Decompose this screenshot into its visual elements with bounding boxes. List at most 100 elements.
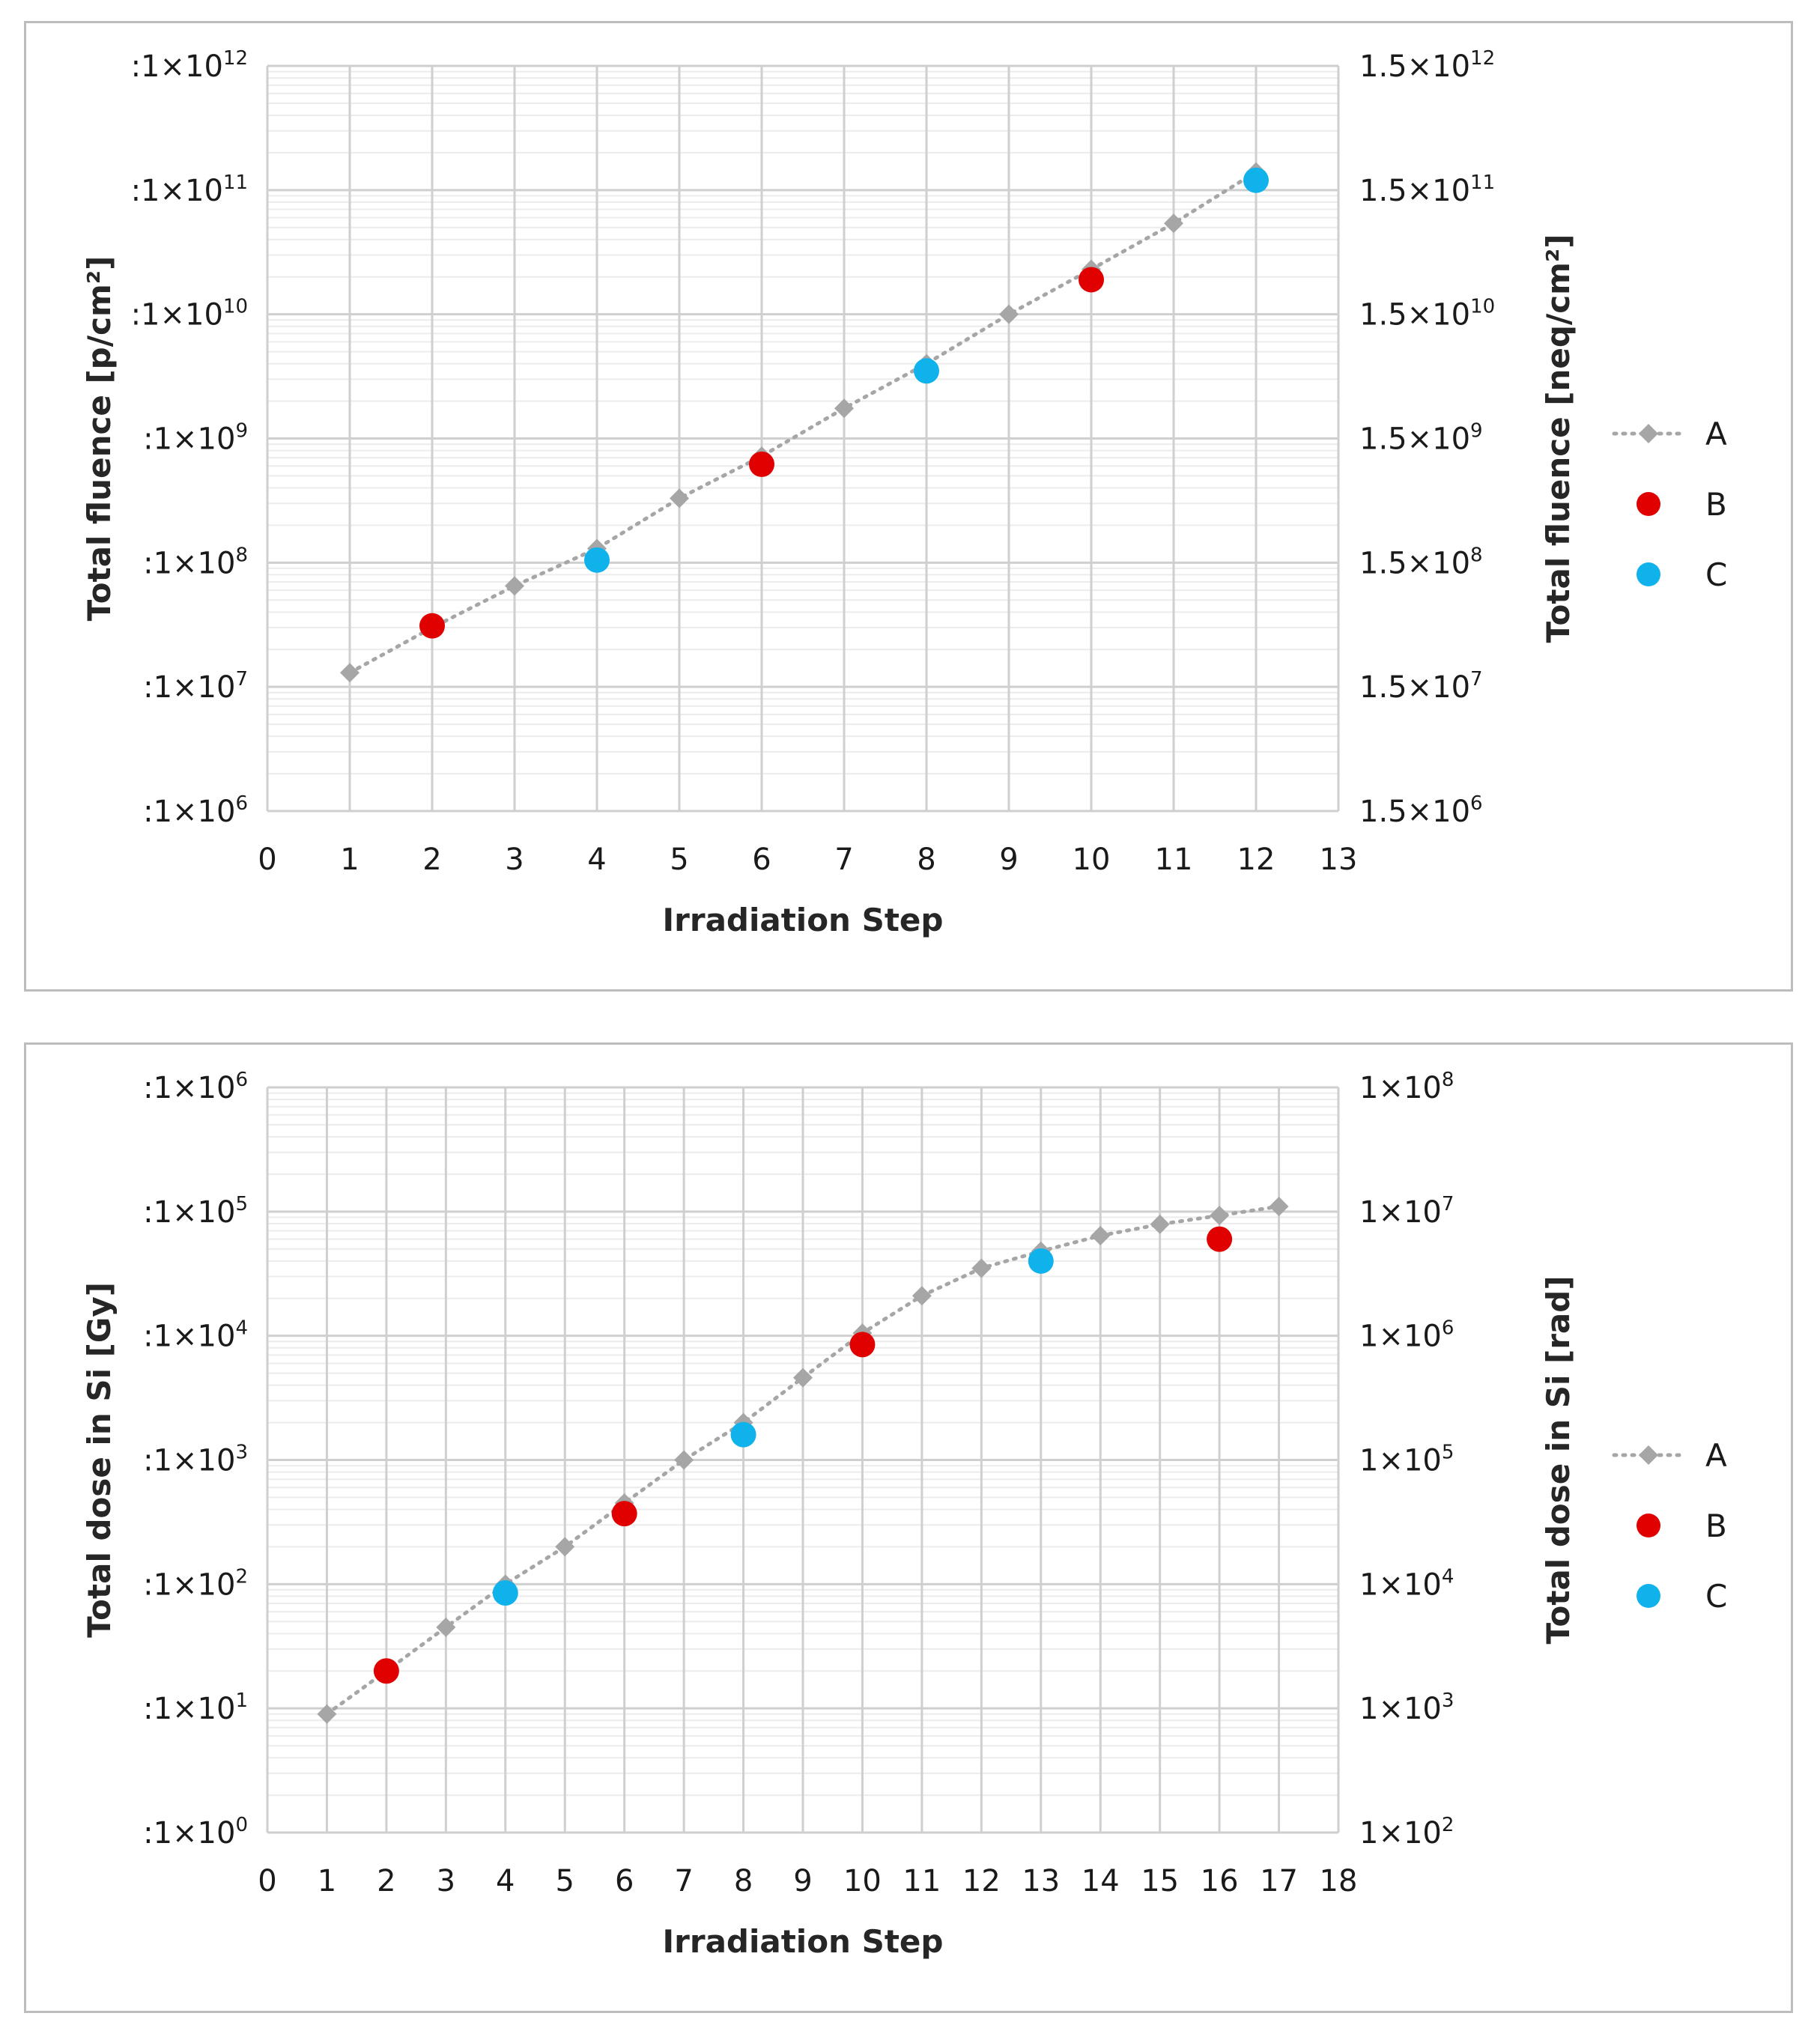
legend-c-marker xyxy=(1637,1584,1660,1608)
y-tick-base: 1.5×10 xyxy=(1359,298,1470,333)
x-tick-label: 12 xyxy=(1237,843,1275,877)
legend-label-b: B xyxy=(1705,1508,1727,1544)
y-tick-base: :1×10 xyxy=(143,1567,235,1602)
x-tick-label: 11 xyxy=(1155,843,1193,877)
series-a-point xyxy=(505,576,524,596)
x-tick-label: 2 xyxy=(422,843,441,877)
y-tick-label-left: :1×1011 xyxy=(131,171,248,208)
y-tick-exponent: 9 xyxy=(1470,420,1483,443)
legend-label-c: C xyxy=(1705,1578,1727,1615)
x-axis-title: Irradiation Step xyxy=(663,1923,944,1960)
y-tick-label-left: :1×1010 xyxy=(131,296,248,333)
series-c-point xyxy=(1028,1248,1054,1274)
series-b-point xyxy=(1079,267,1104,293)
minor-gridlines xyxy=(267,70,1338,775)
series-c-point xyxy=(492,1580,518,1606)
y-tick-label-left: :1×106 xyxy=(143,792,248,829)
legend-label-b: B xyxy=(1705,486,1727,523)
y-tick-base: 1.5×10 xyxy=(1359,422,1470,457)
legend-label-a: A xyxy=(1705,1437,1727,1474)
y-tick-exponent: 0 xyxy=(235,1814,248,1836)
y-tick-base: :1×10 xyxy=(143,1692,235,1726)
series-c-point xyxy=(730,1421,756,1448)
x-tick-label: 18 xyxy=(1320,1864,1358,1898)
y-tick-exponent: 6 xyxy=(1470,792,1483,815)
y-tick-base: 1×10 xyxy=(1359,1816,1442,1851)
series-a-point xyxy=(1150,1214,1170,1234)
y-axis-title-left: Total dose in Si [Gy] xyxy=(81,1282,118,1638)
y-tick-base: :1×10 xyxy=(143,1320,235,1354)
y-tick-exponent: 11 xyxy=(1470,171,1495,194)
series-b-point xyxy=(849,1332,876,1358)
y-tick-label-right: 1.5×109 xyxy=(1359,420,1483,457)
x-tick-label: 2 xyxy=(377,1864,395,1898)
series-a-point xyxy=(670,488,689,508)
y-tick-base: 1.5×10 xyxy=(1359,546,1470,580)
legend: ABC xyxy=(1612,1437,1727,1615)
y-tick-exponent: 5 xyxy=(235,1193,248,1215)
y-tick-base: :1×10 xyxy=(143,795,235,829)
y-tick-base: :1×10 xyxy=(143,670,235,705)
y-tick-exponent: 8 xyxy=(1470,544,1483,566)
y-tick-exponent: 5 xyxy=(1442,1442,1455,1464)
y-tick-exponent: 6 xyxy=(235,792,248,815)
y-tick-exponent: 4 xyxy=(235,1317,248,1340)
x-tick-label: 6 xyxy=(752,843,771,877)
y-tick-label-left: :1×108 xyxy=(143,544,248,580)
y-tick-exponent: 6 xyxy=(1442,1317,1455,1340)
series-c-point xyxy=(584,547,610,573)
y-tick-base: :1×10 xyxy=(131,174,223,208)
x-tick-label: 4 xyxy=(587,843,606,877)
y-tick-exponent: 3 xyxy=(235,1442,248,1464)
y-tick-exponent: 8 xyxy=(1442,1069,1455,1091)
y-tick-exponent: 9 xyxy=(235,420,248,443)
legend-b-marker xyxy=(1637,1514,1660,1537)
y-tick-base: 1×10 xyxy=(1359,1567,1442,1602)
series-a-point xyxy=(1091,1225,1111,1245)
y-tick-base: 1.5×10 xyxy=(1359,49,1470,84)
y-tick-exponent: 8 xyxy=(235,544,248,566)
y-tick-exponent: 2 xyxy=(1442,1814,1455,1836)
y-tick-base: 1×10 xyxy=(1359,1195,1442,1230)
y-tick-label-left: :1×104 xyxy=(143,1317,248,1354)
y-tick-base: 1×10 xyxy=(1359,1444,1442,1478)
x-axis-title: Irradiation Step xyxy=(663,902,944,938)
y-tick-label-left: :1×1012 xyxy=(131,47,248,84)
x-tick-label: 5 xyxy=(555,1864,574,1898)
fluence-chart: 0 1 2 3 4 5 6 7 8 9 10 11 12 13:1×1012:1×1011:1×1010:… xyxy=(81,47,1727,938)
major-gridlines xyxy=(266,64,1340,813)
y-tick-exponent: 7 xyxy=(1470,668,1483,690)
y-tick-base: 1.5×10 xyxy=(1359,795,1470,829)
y-tick-exponent: 1 xyxy=(235,1690,248,1712)
x-tick-label: 3 xyxy=(437,1864,455,1898)
y-tick-base: :1×10 xyxy=(131,49,223,84)
dose-chart-panel: 0 1 2 3 4 5 6 7 8 9 10 11 12 13 14 15 16 17 18:1×106:1×105… xyxy=(24,1042,1793,2013)
y-tick-label-left: :1×103 xyxy=(143,1442,248,1478)
y-tick-exponent: 7 xyxy=(235,668,248,690)
legend-a-marker xyxy=(1639,424,1658,443)
y-tick-label-right: 1.5×106 xyxy=(1359,792,1483,829)
y-tick-base: :1×10 xyxy=(143,546,235,580)
x-tick-label: 4 xyxy=(496,1864,515,1898)
x-tick-label: 12 xyxy=(962,1864,1001,1898)
x-tick-label: 0 xyxy=(258,1864,276,1898)
y-tick-base: :1×10 xyxy=(131,298,223,333)
series-c-point xyxy=(1243,167,1269,193)
y-tick-exponent: 10 xyxy=(1470,296,1495,318)
x-tick-label: 10 xyxy=(1073,843,1111,877)
y-tick-base: 1×10 xyxy=(1359,1320,1442,1354)
y-tick-label-right: 1×107 xyxy=(1359,1193,1454,1230)
x-tick-label: 10 xyxy=(843,1864,882,1898)
series-a-point xyxy=(317,1704,337,1724)
series-a-point xyxy=(834,398,854,419)
y-tick-base: 1.5×10 xyxy=(1359,670,1470,705)
x-tick-label: 5 xyxy=(670,843,688,877)
y-tick-label-right: 1×106 xyxy=(1359,1317,1454,1354)
legend-c-marker xyxy=(1637,562,1660,586)
x-tick-label: 14 xyxy=(1082,1864,1120,1898)
y-tick-label-left: :1×105 xyxy=(143,1193,248,1230)
series-b-point xyxy=(419,613,445,639)
x-tick-label: 11 xyxy=(903,1864,941,1898)
series-b-point xyxy=(749,451,774,477)
y-tick-base: :1×10 xyxy=(143,1444,235,1478)
